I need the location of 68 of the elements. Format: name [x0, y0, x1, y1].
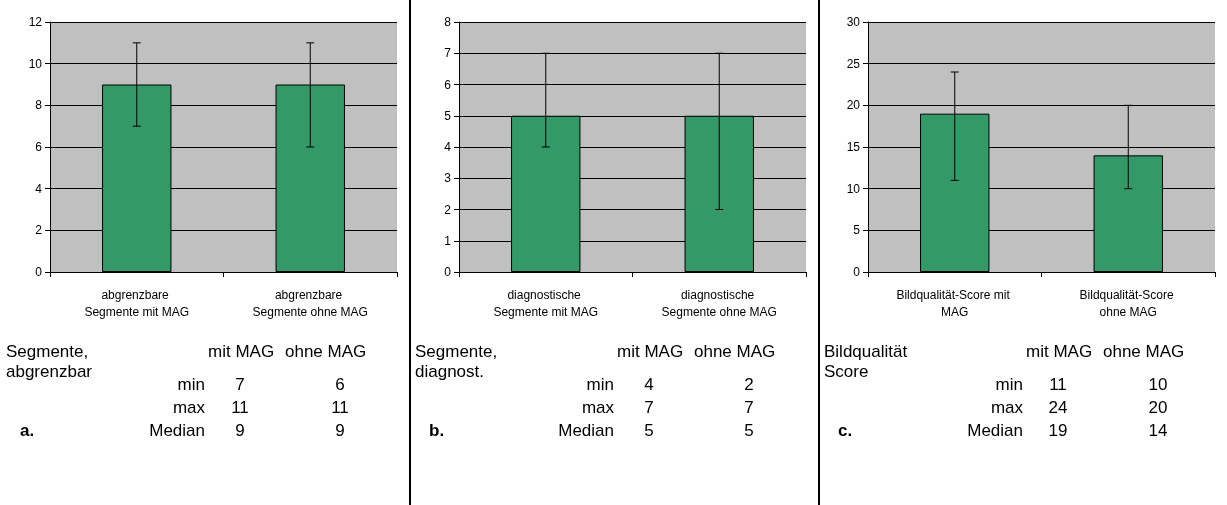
text: max	[990, 398, 1023, 418]
text: 6	[334, 375, 346, 395]
text: Segmente, abgrenzbar	[6, 342, 93, 382]
text: mit MAG	[1026, 342, 1093, 362]
text: min	[586, 375, 614, 395]
y-tick-label: 6	[444, 77, 452, 92]
text: 24	[1047, 398, 1069, 418]
y-tick-label: 5	[853, 223, 861, 238]
text: 10	[1147, 375, 1169, 395]
text: 11	[230, 398, 250, 418]
y-tick-label: 10	[846, 181, 861, 196]
text: 5	[643, 421, 655, 441]
text: ohne MAG	[1103, 342, 1185, 362]
text: min	[177, 375, 205, 395]
y-tick-label: 3	[444, 171, 452, 186]
text: 2	[743, 375, 755, 395]
y-tick-label: 1	[444, 233, 452, 248]
text: Segmente, diagnost.	[415, 342, 499, 382]
y-tick-label: 25	[846, 56, 861, 71]
y-tick-label: 5	[444, 108, 452, 123]
y-tick-label: 8	[35, 98, 43, 113]
text: Bildqualität Score	[824, 342, 909, 382]
y-tick-label: 2	[444, 202, 452, 217]
text: mit MAG	[617, 342, 684, 362]
y-tick-label: 4	[35, 181, 43, 196]
text: b.	[429, 421, 445, 441]
text: 9	[334, 421, 346, 441]
text: 11	[330, 398, 350, 418]
y-tick-label: 8	[444, 15, 452, 29]
text: max	[172, 398, 205, 418]
x-tick-label: Bildqualität-Score mit MAG	[896, 287, 1014, 319]
text: 19	[1047, 421, 1069, 441]
text: 20	[1147, 398, 1169, 418]
text: 7	[643, 398, 655, 418]
x-tick-label: diagnostische Segmente mit MAG	[493, 287, 599, 319]
y-tick-label: 15	[846, 140, 861, 154]
text: Median	[967, 421, 1023, 441]
text: Median	[558, 421, 614, 441]
text: 7	[743, 398, 755, 418]
text: c.	[838, 421, 853, 441]
y-tick-label: 0	[853, 265, 861, 279]
text: 9	[234, 421, 246, 441]
y-tick-label: 2	[35, 223, 43, 238]
y-tick-label: 6	[35, 140, 43, 154]
text: ohne MAG	[694, 342, 776, 362]
text: 7	[234, 375, 246, 395]
x-tick-label: diagnostische Segmente ohne MAG	[661, 287, 777, 319]
y-tick-label: 20	[846, 98, 861, 113]
y-tick-label: 10	[28, 56, 43, 71]
text: 14	[1147, 421, 1169, 441]
text: mit MAG	[208, 342, 275, 362]
x-tick-label: Bildqualität-Score ohne MAG	[1079, 287, 1177, 319]
text: 11	[1048, 375, 1068, 395]
text: min	[995, 375, 1023, 395]
text: Median	[149, 421, 205, 441]
text: 5	[743, 421, 755, 441]
text: ohne MAG	[285, 342, 367, 362]
y-tick-label: 4	[444, 140, 452, 154]
x-tick-label: abgrenzbare Segmente ohne MAG	[252, 287, 368, 319]
text: 4	[643, 375, 655, 395]
y-tick-label: 0	[444, 265, 452, 279]
x-tick-label: abgrenzbare Segmente mit MAG	[84, 287, 190, 319]
y-tick-label: 0	[35, 265, 43, 279]
y-tick-label: 30	[846, 15, 861, 29]
y-tick-label: 7	[444, 46, 452, 61]
text: max	[581, 398, 614, 418]
y-tick-label: 12	[28, 15, 43, 29]
text: a.	[20, 421, 35, 441]
